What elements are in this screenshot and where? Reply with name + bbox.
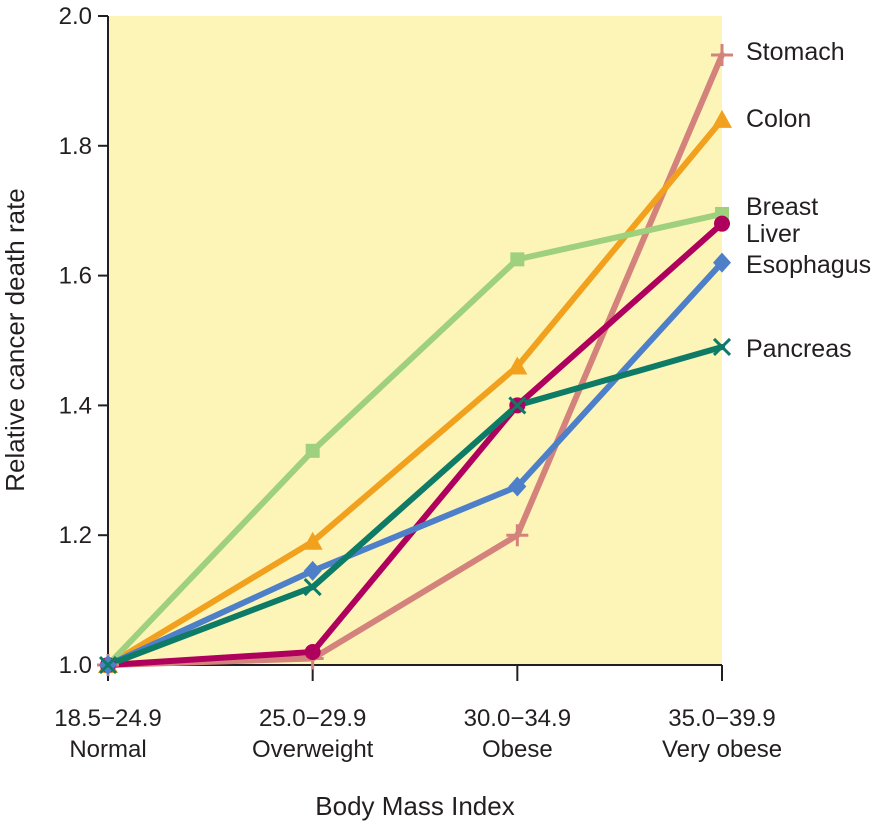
- x-tick-category-label: Obese: [482, 736, 553, 763]
- y-tick-label: 1.2: [59, 522, 92, 549]
- legend-label-breast: Breast: [746, 193, 818, 221]
- data-point-liver: [304, 644, 321, 661]
- y-tick-label: 1.4: [59, 392, 92, 419]
- data-point-stomach: [711, 43, 733, 66]
- x-tick-range-label: 18.5−24.9: [54, 705, 161, 732]
- data-point-esophagus: [508, 476, 527, 497]
- legend-label-colon: Colon: [746, 105, 811, 133]
- legend-label-pancreas: Pancreas: [746, 335, 852, 363]
- legend-label-liver: Liver: [746, 220, 800, 248]
- data-point-pancreas: [712, 337, 732, 357]
- legend-label-esophagus: Esophagus: [746, 251, 871, 279]
- y-ticks: 1.0 1.2 1.4 1.6 1.8 2.0: [59, 3, 108, 679]
- y-tick-label: 1.0: [59, 652, 92, 679]
- y-axis-title: Relative cancer death rate: [0, 188, 30, 492]
- x-ticks: 18.5−24.9 Normal 25.0−29.9 Overweight 30.0−3…: [54, 665, 782, 763]
- x-tick-range-label: 30.0−34.9: [464, 705, 571, 732]
- x-tick-category-label: Very obese: [662, 736, 782, 763]
- x-tick-category-label: Normal: [69, 736, 146, 763]
- data-point-colon: [712, 109, 732, 128]
- series-line-stomach: [105, 51, 725, 668]
- data-point-pancreas: [98, 655, 118, 675]
- data-point-breast: [510, 252, 525, 267]
- data-point-esophagus: [303, 560, 322, 581]
- data-point-colon: [507, 356, 528, 375]
- data-point-liver: [714, 215, 730, 232]
- series-line-pancreas: [105, 343, 725, 668]
- series-line-colon: [105, 116, 725, 668]
- x-tick-range-label: 35.0−39.9: [668, 705, 775, 732]
- y-tick-label: 1.6: [59, 263, 92, 290]
- data-point-pancreas: [303, 578, 322, 597]
- data-point-breast: [305, 443, 320, 458]
- y-tick-label: 1.8: [59, 133, 92, 160]
- data-point-stomach: [506, 524, 529, 547]
- legend-label-stomach: Stomach: [746, 38, 845, 66]
- series-line-breast: [105, 210, 725, 668]
- data-point-pancreas: [508, 396, 527, 415]
- x-axis-title: Body Mass Index: [315, 791, 514, 821]
- x-tick-range-label: 25.0−29.9: [259, 705, 366, 732]
- y-tick-label: 2.0: [59, 3, 92, 30]
- series-markers: [97, 43, 733, 676]
- data-point-colon: [302, 531, 323, 550]
- data-point-esophagus: [713, 252, 731, 273]
- x-tick-category-label: Overweight: [252, 736, 374, 763]
- series-lines: [105, 51, 725, 668]
